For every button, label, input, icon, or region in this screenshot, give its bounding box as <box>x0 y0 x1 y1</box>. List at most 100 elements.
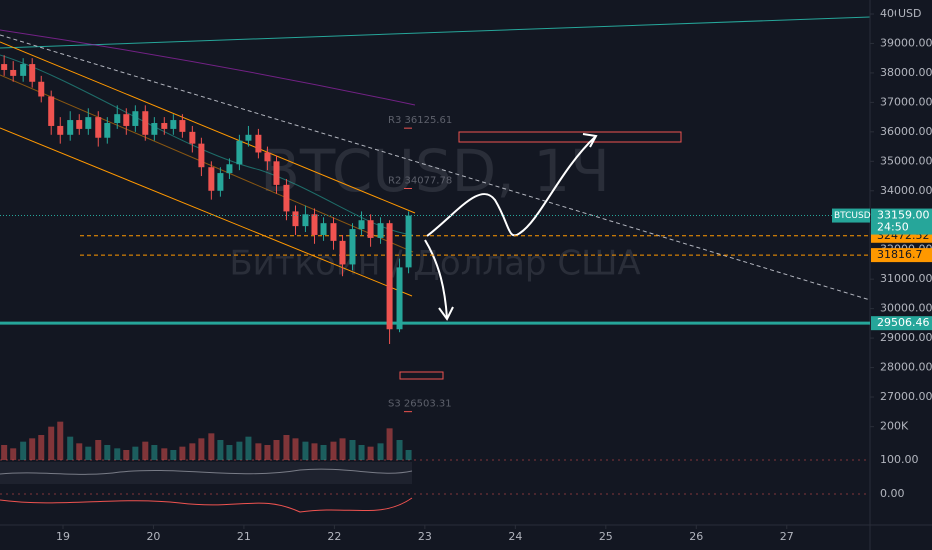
candle-body <box>396 267 403 330</box>
x-tick-label: 20 <box>146 530 160 543</box>
volume-bar <box>29 438 36 460</box>
candle-body <box>104 123 111 138</box>
candle-body <box>179 120 186 132</box>
y-tick-label: 36000.00 <box>880 125 932 138</box>
arrow-head <box>438 306 454 321</box>
volume-bar <box>292 438 299 460</box>
volume-bar <box>367 446 374 460</box>
trend-line <box>0 34 871 301</box>
candle-body <box>114 114 121 124</box>
candle-body <box>85 117 92 129</box>
candle-body <box>386 223 393 330</box>
candle-body <box>283 184 290 212</box>
candle-body <box>48 96 55 126</box>
candle-body <box>170 120 177 129</box>
target-box <box>458 131 682 143</box>
candle-body <box>226 164 233 174</box>
volume-bar <box>161 448 168 460</box>
candle-body <box>123 114 130 126</box>
candle-body <box>57 125 64 135</box>
pivot-label: S3 26503.31 <box>388 399 452 410</box>
volume-bar <box>38 435 45 460</box>
candle-body <box>29 64 36 82</box>
volume-bar <box>10 448 17 460</box>
volume-bar <box>405 450 412 460</box>
indicator-tick-label: 0.00 <box>880 487 905 500</box>
volume-bar <box>311 443 318 460</box>
volume-bar <box>85 446 92 460</box>
candle-body <box>339 240 346 265</box>
volume-bar <box>198 438 205 460</box>
candle-body <box>264 152 271 162</box>
volume-bar <box>330 441 337 460</box>
volume-bar <box>123 450 130 460</box>
oscillators <box>0 462 413 513</box>
countdown-label: 24:50 <box>877 221 909 234</box>
candle-body <box>349 229 356 265</box>
volume-bar <box>170 450 177 460</box>
candle-body <box>367 220 374 238</box>
x-tick-label: 19 <box>56 530 70 543</box>
y-tick-label: 35000.00 <box>880 154 932 167</box>
x-tick-label: 22 <box>327 530 341 543</box>
volume-bar <box>1 445 8 460</box>
candle-body <box>217 173 224 191</box>
price-tag <box>871 208 932 235</box>
volume-bar <box>104 445 111 460</box>
candle-body <box>358 220 365 230</box>
x-tick-label: 24 <box>508 530 522 543</box>
candle-body <box>311 214 318 235</box>
macd-line <box>0 497 413 513</box>
candle-body <box>208 167 215 191</box>
volume-bar <box>255 443 262 460</box>
volume-bar <box>217 440 224 460</box>
forecast-arrow <box>424 239 448 319</box>
pivot-label: R3 36125.61 <box>388 115 452 126</box>
y-tick-label: 27000.00 <box>880 390 932 403</box>
candle-body <box>20 64 27 76</box>
volume-bar <box>132 446 139 460</box>
volume-bar <box>179 446 186 460</box>
level-tag <box>871 248 932 263</box>
moving-average <box>0 29 416 106</box>
volume-bar <box>264 445 271 460</box>
indicator-tick-label: 100.00 <box>880 453 919 466</box>
candle-body <box>330 223 337 241</box>
arrow-head <box>582 133 598 148</box>
volume-bar <box>208 433 215 460</box>
volume-bar <box>339 438 346 460</box>
candle-body <box>189 131 196 144</box>
volume-tick-label: 200K <box>880 420 909 433</box>
candle-body <box>320 223 327 235</box>
volume-bar <box>226 445 233 460</box>
volume-bar <box>349 440 356 460</box>
forecast-arrow <box>426 136 596 237</box>
candle-body <box>292 211 299 227</box>
channel-line <box>0 74 414 253</box>
candle-body <box>236 140 243 165</box>
candle-body <box>161 123 168 129</box>
volume-bar <box>114 448 121 460</box>
volume-bar <box>377 443 384 460</box>
currency-label: USD <box>898 7 922 20</box>
volume-bar <box>358 445 365 460</box>
currency-bg <box>896 6 932 22</box>
volume-bar <box>95 440 102 460</box>
y-tick-label: 34000.00 <box>880 184 932 197</box>
volume-bar <box>236 441 243 460</box>
x-tick-label: 23 <box>418 530 432 543</box>
volume-bar <box>283 435 290 460</box>
channel-line <box>0 41 416 214</box>
candle-body <box>198 143 205 168</box>
drawings <box>0 16 871 380</box>
symbol-tag-label: BTCUSD <box>834 211 871 221</box>
candle-body <box>302 214 309 227</box>
volume-bar <box>245 436 252 460</box>
volume-bar <box>20 441 27 460</box>
watermark: BTCUSD, 1Ч Биткоин / Доллар США <box>229 137 640 283</box>
channel-line <box>0 127 413 297</box>
volume-bar <box>142 441 149 460</box>
candle-body <box>245 134 252 141</box>
moving-average <box>0 54 414 236</box>
x-tick-label: 26 <box>689 530 703 543</box>
